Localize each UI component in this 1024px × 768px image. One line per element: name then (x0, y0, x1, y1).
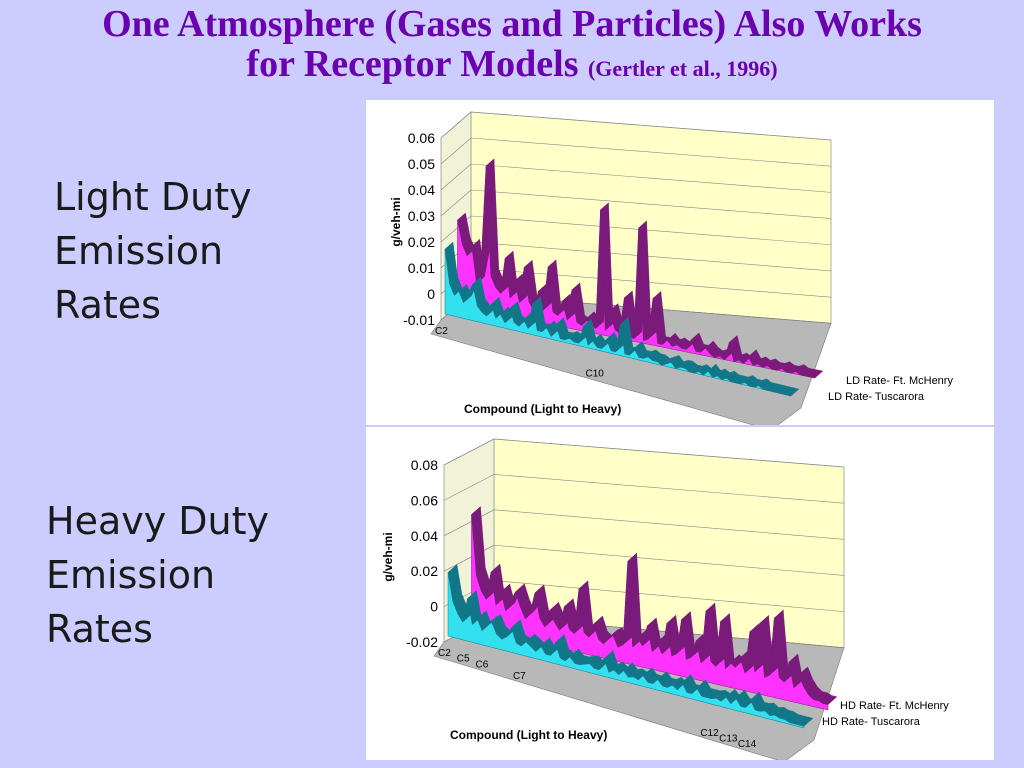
y-tick-label: 0.02 (411, 563, 438, 579)
series-tuscarora (447, 563, 814, 729)
y-tick-label: 0.06 (408, 130, 435, 146)
x-axis-label: Compound (Light to Heavy) (464, 402, 621, 416)
title-line-2-text: for Receptor Models (246, 43, 579, 85)
x-tick-label: C6 (475, 659, 488, 670)
gridline-side (443, 438, 495, 466)
x-tick-label: C5 (457, 654, 470, 665)
gridline-back (493, 544, 845, 576)
gridline-back (470, 189, 832, 219)
gridline-side (440, 163, 472, 191)
series-data-point (809, 369, 824, 379)
gridline-back (470, 111, 832, 141)
series-ft-mchenry (457, 158, 824, 379)
legend-label-ft-mchenry: LD Rate- Ft. McHenry (846, 375, 953, 387)
y-tick-label: 0.06 (411, 492, 438, 508)
x-tick-label: C10 (586, 369, 605, 380)
y-axis-label: g/veh-mi (381, 532, 395, 581)
y-tick-label: 0.04 (408, 182, 435, 198)
heavy-duty-label: Heavy Duty Emission Rates (46, 494, 269, 656)
heavy-duty-label-line-1: Heavy Duty (46, 499, 270, 543)
gridline-back (470, 163, 832, 193)
gridline-side (443, 474, 495, 501)
series-data-point (822, 695, 838, 705)
gridline-side (440, 137, 472, 165)
gridline-back (493, 580, 845, 612)
series-data-point (798, 716, 814, 727)
gridline-side (440, 189, 472, 217)
heavy-duty-chart-panel: 0.08 0.06 0.04 0.02 0 -0.02 C2 C5 C6 C7 C12 C13 C14 C… (366, 427, 994, 760)
light-duty-label: Light Duty Emission Rates (54, 170, 252, 332)
y-tick-label: 0.01 (408, 260, 435, 276)
y-tick-label: 0 (427, 286, 435, 302)
y-tick-label: 0.04 (411, 528, 438, 544)
x-tick-label: C7 (513, 671, 526, 682)
light-duty-chart-panel: 0.06 0.05 0.04 0.03 0.02 0.01 0 -0.01 C2 C10 Compo… (366, 100, 994, 425)
series-tuscarora (444, 241, 800, 397)
light-duty-label-line-3: Rates (54, 283, 161, 327)
heavy-duty-label-line-3: Rates (46, 607, 153, 651)
legend-label-tuscarora: LD Rate- Tuscarora (828, 391, 925, 403)
gridline-back (493, 438, 845, 468)
gridline-side (443, 509, 495, 537)
title-citation: (Gertler et al., 1996) (587, 56, 778, 81)
y-tick-label: -0.01 (403, 312, 435, 328)
gridline-side (443, 544, 495, 572)
series-ft-mchenry (471, 506, 838, 711)
gridline-back (470, 215, 832, 246)
x-tick-label: C12 (700, 728, 719, 739)
x-axis-label: Compound (Light to Heavy) (450, 728, 607, 742)
legend-label-tuscarora: HD Rate- Tuscarora (822, 716, 921, 728)
title-line-2: for Receptor Models (Gertler et al., 199… (0, 44, 1024, 89)
y-tick-label: 0 (430, 599, 438, 615)
x-tick-label: C2 (438, 648, 451, 659)
y-tick-label: 0.08 (411, 457, 438, 473)
title-line-1: One Atmosphere (Gases and Particles) Als… (102, 3, 922, 45)
x-tick-label: C13 (719, 733, 738, 744)
heavy-duty-label-line-2: Emission (46, 553, 216, 597)
gridline-back (470, 241, 832, 272)
legend-label-ft-mchenry: HD Rate- Ft. McHenry (840, 700, 949, 712)
gridline-back (493, 509, 845, 540)
slide-title: One Atmosphere (Gases and Particles) Als… (0, 4, 1024, 89)
x-tick-label: C2 (435, 326, 448, 337)
light-duty-label-line-2: Emission (54, 229, 224, 273)
series-data-point (786, 387, 800, 397)
gridline-back (493, 474, 845, 504)
gridline-side (440, 111, 472, 139)
y-tick-label: 0.05 (408, 156, 435, 172)
light-duty-label-line-1: Light Duty (54, 175, 252, 219)
y-tick-label: 0.03 (408, 208, 435, 224)
y-tick-label: -0.02 (406, 634, 438, 650)
gridline-back (470, 137, 832, 167)
y-axis-label: g/veh-mi (389, 197, 403, 246)
x-tick-label: C14 (738, 739, 757, 750)
y-tick-label: 0.02 (408, 234, 435, 250)
